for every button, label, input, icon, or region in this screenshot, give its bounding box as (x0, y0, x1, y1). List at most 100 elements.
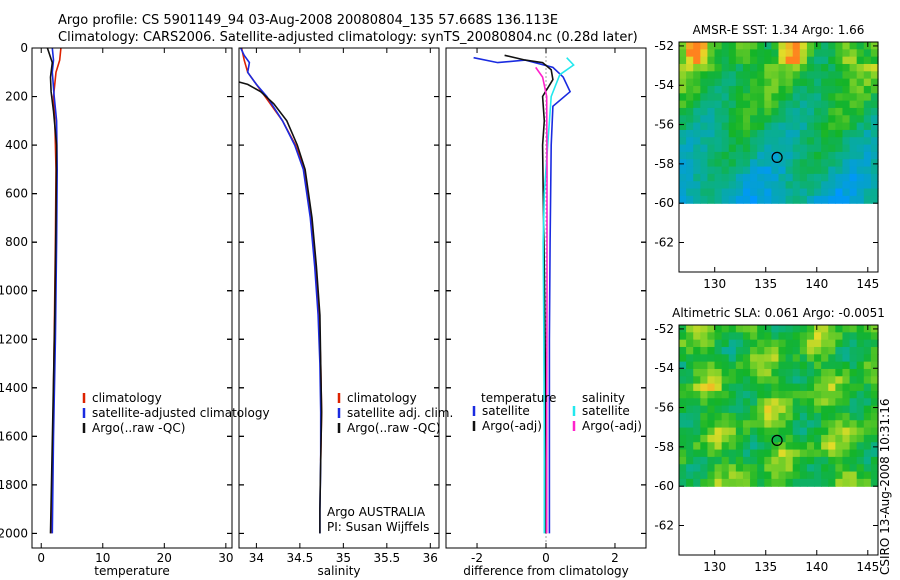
map-cell (764, 93, 772, 102)
map-cell (700, 325, 709, 333)
series-line-climatology (240, 48, 323, 461)
map-cell (707, 188, 716, 197)
map-cell (863, 456, 872, 465)
map-cell (835, 85, 844, 94)
map-cell (771, 63, 780, 72)
map-cell (735, 56, 744, 65)
map-cell (799, 346, 808, 355)
map-cell (828, 78, 836, 87)
map-cell (870, 85, 879, 94)
map-cell (764, 122, 772, 131)
map-cell (806, 49, 815, 58)
map-cell (679, 107, 687, 116)
annotation-institution: Argo AUSTRALIA (327, 505, 426, 519)
map-cell (735, 383, 744, 392)
map-cell (799, 420, 808, 429)
map-cell (735, 420, 744, 429)
map-cell (714, 464, 723, 473)
map-cell (870, 398, 879, 407)
map-cell (750, 107, 758, 116)
map-cell (764, 376, 772, 385)
map-cell (835, 361, 844, 370)
map-cell (721, 405, 730, 414)
map-cell (750, 151, 758, 160)
figure-title-line1: Argo profile: CS 5901149_94 03-Aug-2008 … (58, 13, 559, 28)
map-cell (785, 427, 794, 436)
map-cell (778, 412, 787, 421)
map-cell (828, 115, 836, 124)
map-cell (842, 354, 851, 363)
map-cell (814, 137, 822, 146)
map-cell (771, 78, 780, 87)
map-cell (735, 166, 744, 175)
map-cell (771, 100, 780, 109)
map-cell (792, 151, 801, 160)
map-cell (707, 325, 716, 333)
map-cell (828, 361, 836, 370)
map-cell (785, 339, 794, 348)
map-cell (828, 63, 836, 72)
map-cell (679, 368, 687, 377)
map-cell (828, 339, 836, 348)
map-cell (714, 339, 723, 348)
map-cell (679, 137, 687, 146)
map-cell (792, 390, 801, 399)
map-cell (849, 151, 858, 160)
map-cell (750, 181, 758, 190)
map-cell (771, 456, 780, 465)
map-cell (778, 368, 787, 377)
map-cell (742, 107, 751, 116)
map-cell (771, 427, 780, 436)
map-cell (806, 383, 815, 392)
map-cell (870, 107, 879, 116)
y-tick-label: -62 (654, 519, 674, 533)
map-cell (764, 195, 772, 204)
map-cell (735, 412, 744, 421)
map-cell (714, 478, 723, 487)
map-cell (806, 390, 815, 399)
map-cell (693, 361, 701, 370)
map-cell (828, 464, 836, 473)
map-cell (700, 159, 709, 168)
map-cell (799, 332, 808, 341)
map-cell (778, 173, 787, 182)
map-cell (799, 137, 808, 146)
series-line-argo-raw-qc- (46, 48, 58, 534)
map-cell (821, 376, 829, 385)
map-cell (792, 471, 801, 480)
map-cell (863, 339, 872, 348)
map-cell (742, 195, 751, 204)
map-cell (799, 456, 808, 465)
map-cell (792, 56, 801, 65)
map-cell (728, 85, 737, 94)
map-cell (821, 471, 829, 480)
map-cell (679, 93, 687, 102)
map-cell (785, 129, 794, 138)
map-cell (728, 49, 737, 58)
map-cell (721, 166, 730, 175)
map-cell (799, 56, 808, 65)
map-cell (686, 339, 694, 348)
map-cell (700, 434, 709, 443)
map-cell (842, 420, 851, 429)
map-cell (757, 115, 765, 124)
map-cell (757, 166, 765, 175)
map-cell (778, 71, 787, 80)
map-cell (821, 173, 829, 182)
map-cell (686, 63, 694, 72)
x-tick-label: 130 (703, 560, 726, 574)
map-cell (750, 159, 758, 168)
map-cell (870, 420, 879, 429)
map-cell (792, 332, 801, 341)
map-cell (814, 93, 822, 102)
map-cell (792, 137, 801, 146)
map-cell (686, 166, 694, 175)
map-cell (693, 71, 701, 80)
map-cell (849, 166, 858, 175)
map-cell (849, 420, 858, 429)
map-cell (693, 42, 701, 50)
map-cell (721, 181, 730, 190)
map-cell (785, 478, 794, 487)
map-cell (835, 442, 844, 451)
map-cell (764, 166, 772, 175)
